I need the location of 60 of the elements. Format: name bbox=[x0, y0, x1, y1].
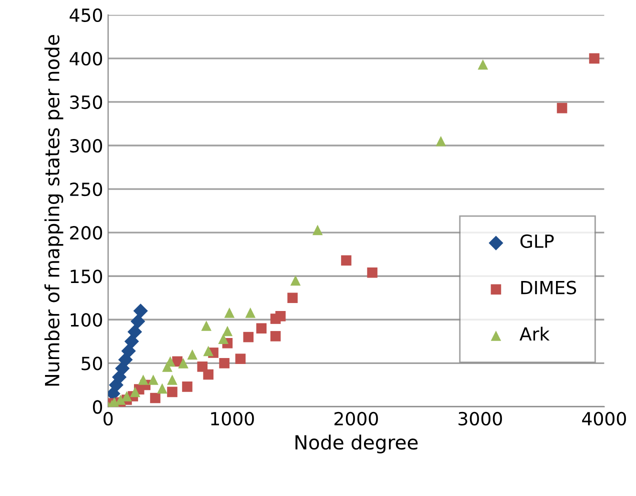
y-tick-label: 50 bbox=[82, 356, 102, 370]
point bbox=[367, 267, 378, 278]
y-tick-label: 400 bbox=[70, 52, 102, 66]
point bbox=[115, 394, 126, 405]
point bbox=[589, 53, 600, 64]
point bbox=[167, 386, 178, 398]
y-tick-label: 300 bbox=[70, 138, 102, 153]
legend-label: Ark bbox=[520, 326, 550, 341]
point bbox=[312, 224, 323, 236]
point bbox=[187, 349, 198, 360]
point bbox=[245, 308, 256, 318]
point bbox=[148, 374, 158, 385]
point bbox=[218, 334, 228, 344]
point bbox=[138, 374, 148, 385]
y-tick-label: 0 bbox=[92, 400, 102, 414]
point bbox=[219, 358, 230, 368]
point bbox=[243, 332, 254, 342]
point bbox=[436, 136, 446, 146]
x-axis-title: Node degree bbox=[296, 434, 418, 454]
point bbox=[256, 323, 267, 334]
point bbox=[130, 386, 140, 398]
point bbox=[235, 354, 246, 364]
legend-label: DIMES bbox=[521, 280, 576, 294]
point bbox=[157, 383, 168, 394]
y-tick-label: 100 bbox=[70, 313, 102, 327]
point bbox=[290, 275, 301, 286]
point bbox=[556, 102, 568, 114]
y-tick-label: 350 bbox=[70, 95, 102, 110]
point bbox=[222, 326, 233, 336]
point bbox=[201, 320, 212, 331]
point bbox=[224, 308, 235, 318]
point bbox=[270, 314, 281, 324]
point bbox=[130, 314, 146, 329]
x-tick-label: 0 bbox=[104, 412, 113, 426]
y-tick-label: 150 bbox=[70, 270, 102, 284]
x-tick-label: 4000 bbox=[582, 412, 626, 426]
point bbox=[478, 59, 488, 70]
point bbox=[121, 344, 136, 358]
x-tick-label: 3000 bbox=[458, 412, 502, 426]
point bbox=[133, 304, 148, 318]
point bbox=[128, 324, 142, 340]
point bbox=[178, 358, 188, 368]
x-tick-label: 2000 bbox=[334, 412, 378, 426]
point bbox=[162, 362, 172, 372]
point bbox=[287, 292, 298, 304]
point bbox=[197, 362, 208, 372]
point bbox=[124, 334, 139, 349]
legend-label: GLP bbox=[520, 234, 554, 248]
point bbox=[270, 331, 281, 342]
point bbox=[203, 346, 214, 356]
y-tick-label: 200 bbox=[70, 226, 102, 240]
point bbox=[122, 391, 132, 402]
point bbox=[182, 382, 192, 392]
y-tick-label: 450 bbox=[70, 8, 102, 22]
point bbox=[150, 392, 160, 404]
point bbox=[167, 374, 178, 385]
y-axis-title: Number of mapping states per node bbox=[44, 35, 64, 386]
x-tick-label: 1000 bbox=[211, 412, 254, 426]
y-tick-label: 250 bbox=[70, 182, 102, 196]
point bbox=[341, 255, 352, 266]
